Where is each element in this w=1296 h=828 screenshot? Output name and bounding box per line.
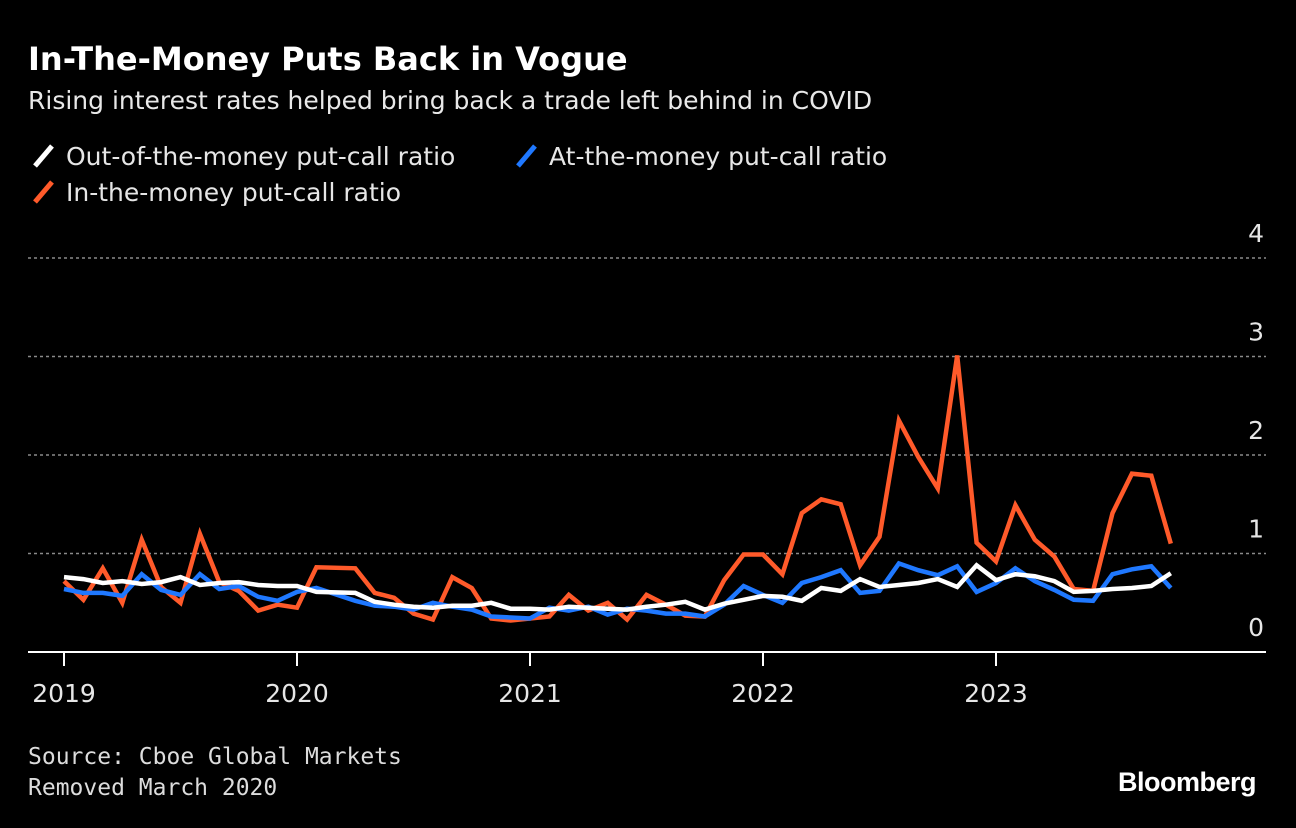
x-tick-label: 2020 — [265, 679, 329, 708]
legend-label-otm: Out-of-the-money put-call ratio — [66, 141, 456, 171]
footnote: Removed March 2020 — [28, 775, 278, 801]
legend-item-otm: Out-of-the-money put-call ratio — [30, 141, 455, 171]
x-tick-label: 2021 — [498, 679, 562, 708]
y-tick-label: 2 — [1248, 416, 1264, 445]
x-tick-label: 2019 — [32, 679, 96, 708]
legend-swatch-otm-icon — [30, 141, 58, 171]
y-tick-label: 4 — [1248, 219, 1264, 248]
bloomberg-logo: Bloomberg — [1117, 767, 1257, 797]
x-tick-label: 2022 — [731, 679, 795, 708]
legend-swatch-atm-icon — [513, 141, 541, 171]
series-line-otm — [63, 562, 1173, 612]
y-tick-label: 1 — [1248, 515, 1264, 544]
legend-item-atm: At-the-money put-call ratio — [513, 141, 887, 171]
source-note: Source: Cboe Global Markets — [28, 744, 402, 770]
chart-title: In-The-Money Puts Back in Vogue — [28, 40, 628, 78]
legend-label-itm: In-the-money put-call ratio — [66, 177, 401, 207]
chart-subtitle: Rising interest rates helped bring back … — [28, 86, 873, 115]
series-line-itm — [62, 355, 1173, 623]
legend-item-itm: In-the-money put-call ratio — [30, 177, 401, 207]
legend-swatch-itm-icon — [30, 177, 58, 207]
x-tick-label: 2023 — [964, 679, 1028, 708]
y-tick-label: 0 — [1248, 613, 1264, 642]
y-tick-label: 3 — [1248, 318, 1264, 347]
legend-label-atm: At-the-money put-call ratio — [549, 141, 888, 171]
